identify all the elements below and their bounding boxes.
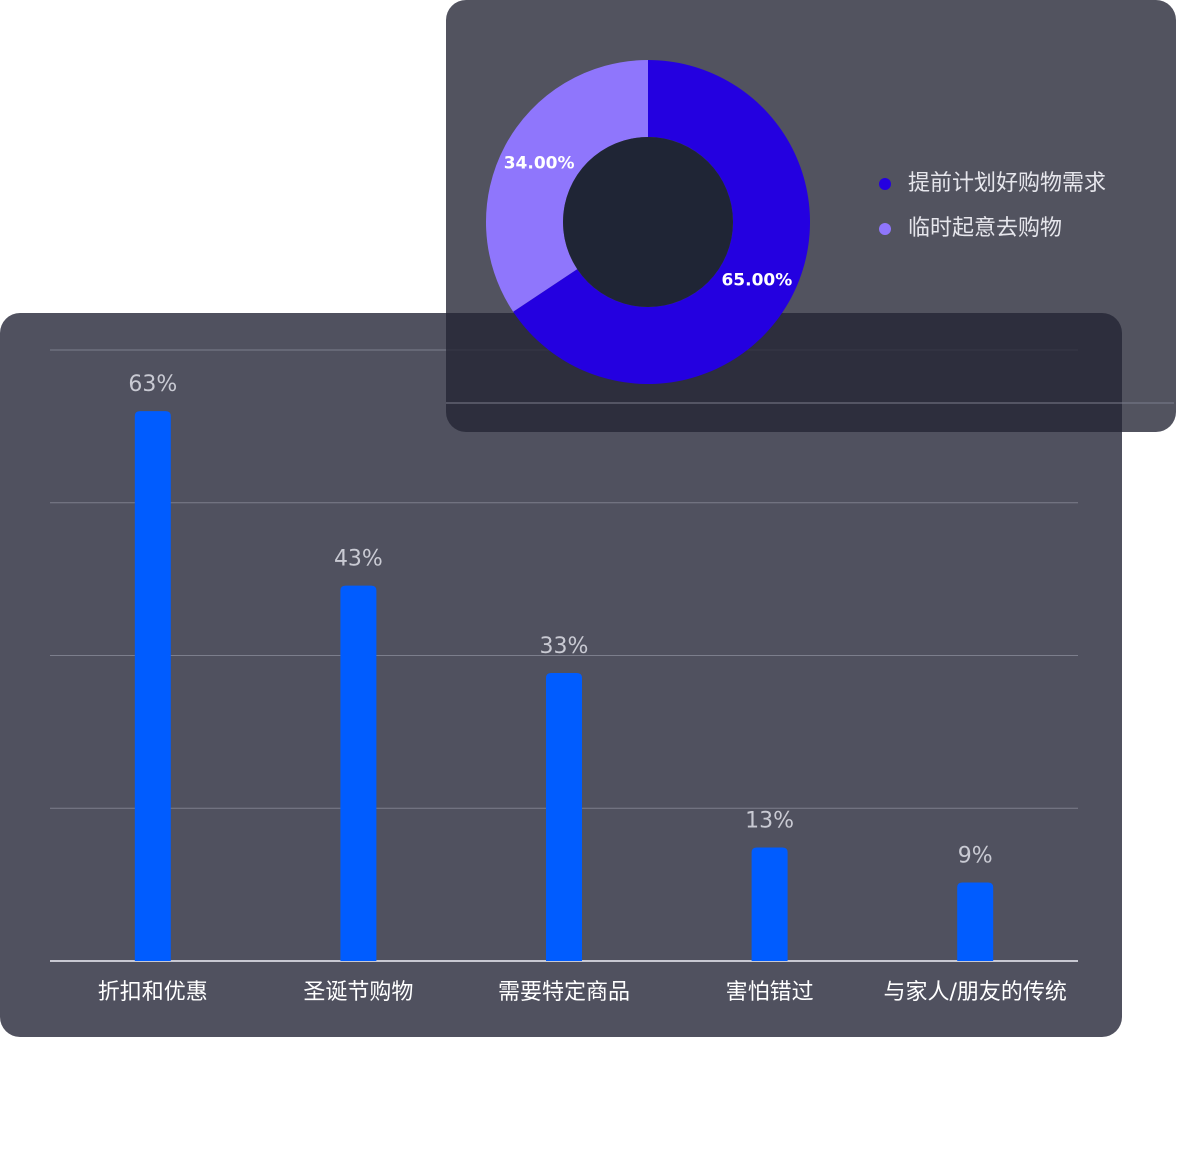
value-label: 33% <box>540 634 589 659</box>
slice-label: 34.00% <box>504 154 575 174</box>
legend-label: 临时起意去购物 <box>908 216 1062 241</box>
bar <box>957 882 994 961</box>
value-label: 13% <box>745 809 794 834</box>
x-tick-label: 害怕错过 <box>726 980 814 1005</box>
legend-marker <box>879 178 891 190</box>
value-label: 9% <box>958 843 993 868</box>
x-tick-label: 与家人/朋友的传统 <box>883 980 1066 1005</box>
x-tick-label: 需要特定商品 <box>498 980 630 1005</box>
bar <box>546 672 582 961</box>
pie-slice <box>513 60 810 385</box>
legend-label: 提前计划好购物需求 <box>908 171 1106 196</box>
legend-marker <box>879 223 891 235</box>
value-label: 63% <box>128 372 177 397</box>
x-tick-label: 圣诞节购物 <box>303 980 413 1005</box>
value-label: 43% <box>334 547 383 572</box>
slice-label: 65.00% <box>721 270 792 290</box>
x-tick-label: 折扣和优惠 <box>98 980 208 1005</box>
bar-chart: 63% 折扣和优惠 43% 圣诞节购物 33% 需要特定商品 13% 害怕错过 9% 与家人/朋友… <box>50 349 1078 1005</box>
pie-slice <box>485 60 648 312</box>
bar <box>134 411 171 962</box>
bar <box>340 585 377 961</box>
donut-hole <box>563 137 733 307</box>
bar <box>751 847 788 961</box>
